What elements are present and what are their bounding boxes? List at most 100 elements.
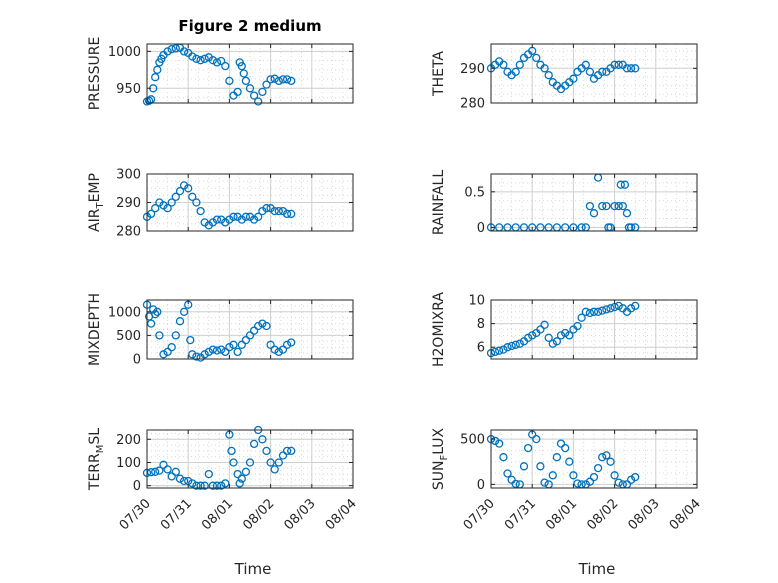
data-point bbox=[622, 64, 632, 73]
axes-box bbox=[490, 173, 698, 232]
data-point bbox=[552, 453, 562, 462]
data-point bbox=[184, 184, 193, 193]
data-point bbox=[540, 64, 549, 73]
data-point bbox=[266, 340, 275, 349]
data-point bbox=[192, 198, 201, 207]
data-point bbox=[249, 91, 259, 100]
data-point bbox=[503, 343, 512, 352]
data-point bbox=[167, 472, 176, 481]
data-point bbox=[245, 84, 255, 93]
data-point bbox=[229, 212, 238, 221]
data-point bbox=[167, 343, 176, 352]
minor-grid bbox=[490, 173, 698, 231]
data-point bbox=[258, 319, 267, 328]
data-point bbox=[598, 201, 607, 211]
data-point bbox=[208, 218, 218, 227]
y-tick-label: 290 bbox=[460, 62, 485, 77]
data-point bbox=[192, 481, 201, 490]
data-point bbox=[287, 446, 296, 456]
y-label-main: PRESSURE bbox=[87, 37, 103, 111]
data-point bbox=[171, 192, 180, 201]
y-tick-label: 0 bbox=[477, 221, 485, 236]
y-label-sub: M bbox=[95, 445, 106, 454]
data-point bbox=[544, 71, 553, 80]
data-point bbox=[175, 186, 185, 196]
data-point bbox=[217, 345, 226, 354]
y-axis-label: THETA bbox=[431, 51, 447, 97]
y-label-main: THETA bbox=[431, 51, 447, 97]
data-point bbox=[287, 209, 296, 219]
data-point bbox=[163, 465, 172, 474]
data-point bbox=[266, 75, 275, 84]
data-point bbox=[241, 76, 251, 86]
data-point bbox=[282, 446, 292, 456]
data-point bbox=[241, 212, 251, 221]
panel-theta: 280 290 THETA bbox=[431, 43, 698, 112]
data-point bbox=[631, 301, 640, 311]
data-point bbox=[581, 60, 590, 69]
data-point bbox=[237, 61, 246, 71]
data-point bbox=[490, 436, 500, 446]
data-point bbox=[511, 67, 520, 76]
y-tick-label: 300 bbox=[116, 168, 141, 183]
data-point bbox=[602, 451, 611, 460]
data-point bbox=[589, 209, 599, 218]
data-point bbox=[149, 305, 158, 314]
data-point bbox=[573, 321, 582, 331]
y-tick-label: 1000 bbox=[108, 45, 141, 60]
x-tick-label: 07/31 bbox=[502, 496, 539, 533]
data-point bbox=[175, 474, 185, 483]
data-point bbox=[511, 340, 520, 349]
y-tick-label: 0 bbox=[133, 353, 141, 368]
axes-box bbox=[146, 429, 354, 489]
data-point bbox=[262, 204, 271, 213]
data-point bbox=[186, 335, 195, 345]
data-point bbox=[528, 331, 537, 340]
data-point bbox=[233, 212, 242, 221]
axes-box bbox=[146, 299, 354, 360]
data-point bbox=[270, 206, 279, 216]
data-point bbox=[188, 350, 197, 359]
axes-box bbox=[490, 43, 698, 104]
data-point bbox=[192, 54, 201, 63]
y-label-main: TERR bbox=[87, 453, 103, 491]
y-label-main: H2OMIXRA bbox=[431, 292, 447, 367]
y-label-sub: T bbox=[95, 202, 106, 210]
panel-terr: 0 100 200 TERRMSL 07/30 07/31 08/01 08/02 08/03 0… bbox=[87, 425, 360, 578]
x-tick-label: 08/04 bbox=[323, 496, 360, 533]
data-point bbox=[221, 218, 230, 227]
data-point bbox=[548, 471, 557, 480]
data-point bbox=[179, 47, 189, 56]
data-point bbox=[204, 469, 213, 479]
data-point bbox=[282, 209, 292, 219]
data-point bbox=[229, 458, 238, 467]
data-point bbox=[616, 180, 625, 189]
data-point bbox=[565, 331, 574, 340]
data-point bbox=[581, 307, 590, 316]
x-tick-label: 07/30 bbox=[461, 496, 498, 533]
data-point bbox=[188, 479, 197, 488]
data-point bbox=[167, 198, 176, 207]
data-point bbox=[499, 60, 508, 69]
y-tick-label: 950 bbox=[116, 82, 141, 97]
y-label-main: AIR bbox=[87, 208, 103, 232]
y-axis-label: SUNFLUX bbox=[431, 427, 450, 490]
data-point bbox=[227, 446, 236, 456]
data-point bbox=[196, 481, 205, 490]
data-point bbox=[515, 339, 524, 348]
panel-rainfall: 0 0.5 RAINFALL bbox=[431, 170, 698, 236]
data-point bbox=[144, 96, 154, 105]
data-point bbox=[258, 435, 267, 444]
data-point bbox=[523, 333, 533, 342]
data-point bbox=[241, 335, 251, 345]
data-point bbox=[614, 60, 623, 69]
x-tick-label: 07/31 bbox=[158, 496, 195, 533]
data-point bbox=[556, 439, 566, 448]
y-tick-label: 8 bbox=[477, 317, 485, 332]
data-point bbox=[221, 347, 230, 357]
data-point bbox=[266, 458, 275, 467]
data-point bbox=[171, 467, 180, 476]
data-point bbox=[499, 453, 508, 462]
